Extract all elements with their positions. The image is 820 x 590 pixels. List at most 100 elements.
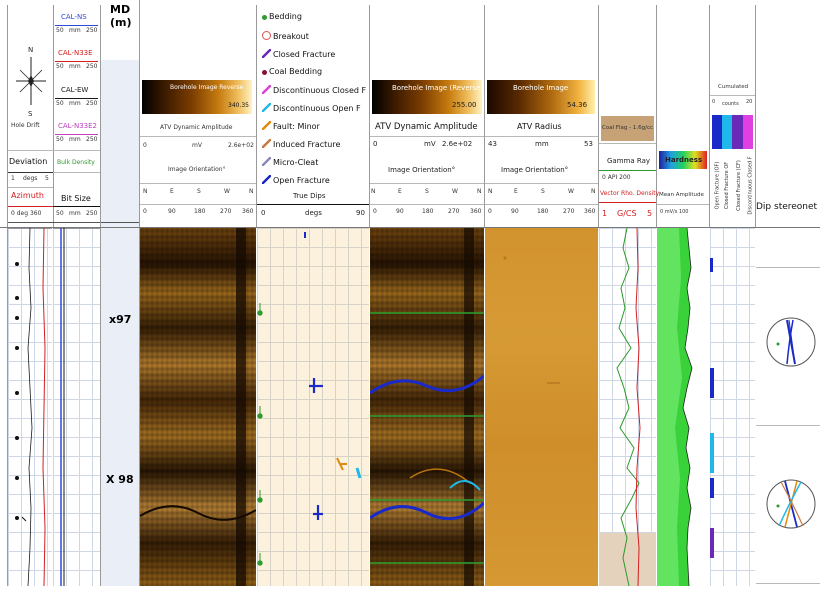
bit-scale-left: 50 bbox=[56, 210, 64, 217]
atv-small-tick-n: N bbox=[143, 188, 148, 195]
line-icon bbox=[262, 85, 271, 94]
track-atv-small: Borehole Image Reverse 340.35 ATV Dynami… bbox=[140, 5, 257, 227]
track-gamma: Coal Flag - 1.6g/cc Gamma Ray 0 API 200 … bbox=[599, 5, 660, 227]
radius-scale-left: 43 bbox=[488, 140, 497, 148]
atv-small-val-0: 0 bbox=[143, 208, 147, 215]
dip-scale-right: 90 bbox=[356, 209, 365, 217]
atv-small-orientation: Image Orientation° bbox=[168, 166, 226, 173]
dot-icon bbox=[262, 70, 267, 75]
hardness-colorbar bbox=[659, 151, 707, 169]
curve-cal-ew: CAL-EW bbox=[61, 86, 89, 94]
cal-n33e-scale-right: 250 bbox=[86, 63, 98, 70]
radius-tick-e: E bbox=[514, 188, 518, 195]
deviation-scale-unit: degs bbox=[23, 175, 38, 182]
radius-val-270: 270 bbox=[563, 208, 575, 215]
radius-scale-right: 53 bbox=[584, 140, 593, 148]
track-hardness: Hardness Mean Amplitude 0 mV/s 100 bbox=[657, 5, 710, 227]
gamma-scale: 0 API 200 bbox=[602, 174, 631, 181]
dot-icon bbox=[262, 15, 267, 20]
radius-title: ATV Radius bbox=[517, 122, 562, 131]
true-dips-label: True Dips bbox=[293, 192, 326, 200]
atv-small-scale-unit: mV bbox=[192, 142, 202, 149]
atv-small-tick-s: S bbox=[197, 188, 201, 195]
stereonet-plot-1 bbox=[765, 316, 817, 368]
track-calipers: CAL-NS 50 mm 250 CAL-N33E 50 mm 250 CAL-… bbox=[53, 5, 101, 586]
cal-n33e2-scale-unit: mm bbox=[69, 136, 81, 143]
compass-icon bbox=[12, 45, 50, 115]
radius-tick-w: W bbox=[568, 188, 574, 195]
hardness-plot-area bbox=[657, 227, 709, 587]
depth-marker-x97: x97 bbox=[109, 313, 132, 326]
bit-size-label: Bit Size bbox=[61, 194, 91, 203]
dip-scale-left: 0 bbox=[261, 209, 266, 217]
atv-small-tick-e: E bbox=[170, 188, 174, 195]
cal-ew-scale-left: 50 bbox=[56, 100, 64, 107]
radius-val-0: 0 bbox=[488, 208, 492, 215]
radius-val-180: 180 bbox=[537, 208, 549, 215]
atv-small-val-270: 270 bbox=[220, 208, 232, 215]
atv-large-tick-n2: N bbox=[477, 188, 482, 195]
line-icon bbox=[262, 157, 271, 166]
line-icon bbox=[262, 121, 271, 130]
depth-marker-x98: X 98 bbox=[106, 473, 134, 486]
cal-ns-scale-unit: mm bbox=[69, 27, 81, 34]
azimuth-label: Azimuth bbox=[11, 191, 44, 200]
curve-cal-n33e2: CAL-N33E2 bbox=[58, 122, 97, 130]
atv-large-cbar-value: 255.00 bbox=[452, 101, 477, 109]
density-scale-unit: G/CS bbox=[617, 209, 637, 218]
legend-micro-cleat: Micro-Cleat bbox=[262, 157, 318, 167]
caliper-plot-area bbox=[53, 227, 100, 586]
atv-large-val-90: 90 bbox=[396, 208, 404, 215]
legend-closed-fracture: Closed Fracture bbox=[262, 49, 335, 59]
line-icon bbox=[262, 49, 271, 58]
line-icon bbox=[262, 103, 271, 112]
cal-ew-scale-right: 250 bbox=[86, 100, 98, 107]
radius-tick-s: S bbox=[541, 188, 545, 195]
cal-n33e-scale-left: 50 bbox=[56, 63, 64, 70]
cal-ns-scale-right: 250 bbox=[86, 27, 98, 34]
atv-large-tick-w: W bbox=[452, 188, 458, 195]
curve-cal-n33e: CAL-N33E bbox=[58, 49, 93, 57]
legend-disc-closed: Discontinuous Closed F bbox=[262, 85, 366, 95]
atv-large-colorbar bbox=[372, 80, 482, 114]
cumulated-scale-left: 0 bbox=[712, 99, 716, 105]
atv-small-val-360: 360 bbox=[242, 208, 254, 215]
radius-scale-unit: mm bbox=[535, 140, 549, 148]
cumulated-label-dcf: Discontinuous Closed F bbox=[747, 156, 754, 215]
stereonet-title: Dip stereonet bbox=[756, 202, 818, 212]
density-label: Vector Rho. Density bbox=[600, 190, 660, 197]
density-scale-left: 1 bbox=[602, 209, 608, 218]
cumulated-label-cfof: Closed Fracture OF bbox=[724, 161, 731, 210]
legend-fault-minor: Fault: Minor bbox=[262, 121, 320, 131]
hardness-scale: 0 mV/s 100 bbox=[660, 209, 689, 215]
stereonet-plot-2 bbox=[765, 478, 817, 530]
depth-header-unit: (m) bbox=[110, 16, 132, 29]
cal-n33e2-scale-left: 50 bbox=[56, 136, 64, 143]
atv-large-scale-left: 0 bbox=[373, 140, 378, 148]
cumulated-swatches bbox=[712, 115, 753, 149]
cumulated-label-of: Open Fracture (OF) bbox=[714, 161, 721, 210]
gamma-plot-area bbox=[599, 227, 656, 587]
radius-tick-n2: N bbox=[591, 188, 596, 195]
swatch-disc-closed bbox=[743, 115, 753, 149]
swatch-closed-fracture bbox=[732, 115, 743, 149]
cumulated-scale-right: 20 bbox=[746, 99, 753, 105]
legend-coal-bedding: Coal Bedding bbox=[262, 67, 322, 76]
dip-scale-unit: degs bbox=[305, 209, 322, 217]
swatch-open-fracture bbox=[712, 115, 722, 149]
atv-small-title: ATV Dynamic Amplitude bbox=[160, 124, 233, 131]
atv-large-val-360: 360 bbox=[470, 208, 482, 215]
cumulated-scale-unit: counts bbox=[722, 101, 739, 107]
line-icon bbox=[262, 139, 271, 148]
atv-large-image bbox=[369, 228, 485, 586]
legend-disc-open: Discontinuous Open F bbox=[262, 103, 361, 113]
cal-ew-scale-unit: mm bbox=[69, 100, 81, 107]
cumulated-label-cf: Closed Fracture (CF) bbox=[735, 160, 742, 211]
dip-plot-area bbox=[257, 228, 369, 586]
cal-n33e-scale-unit: mm bbox=[69, 63, 81, 70]
atv-large-scale-right: 2.6e+02 bbox=[442, 140, 473, 148]
compass-s: S bbox=[28, 110, 33, 118]
atv-small-tick-w: W bbox=[224, 188, 230, 195]
radius-cbar-value: 54.36 bbox=[567, 101, 588, 109]
legend-open-fracture: Open Fracture bbox=[262, 175, 330, 185]
